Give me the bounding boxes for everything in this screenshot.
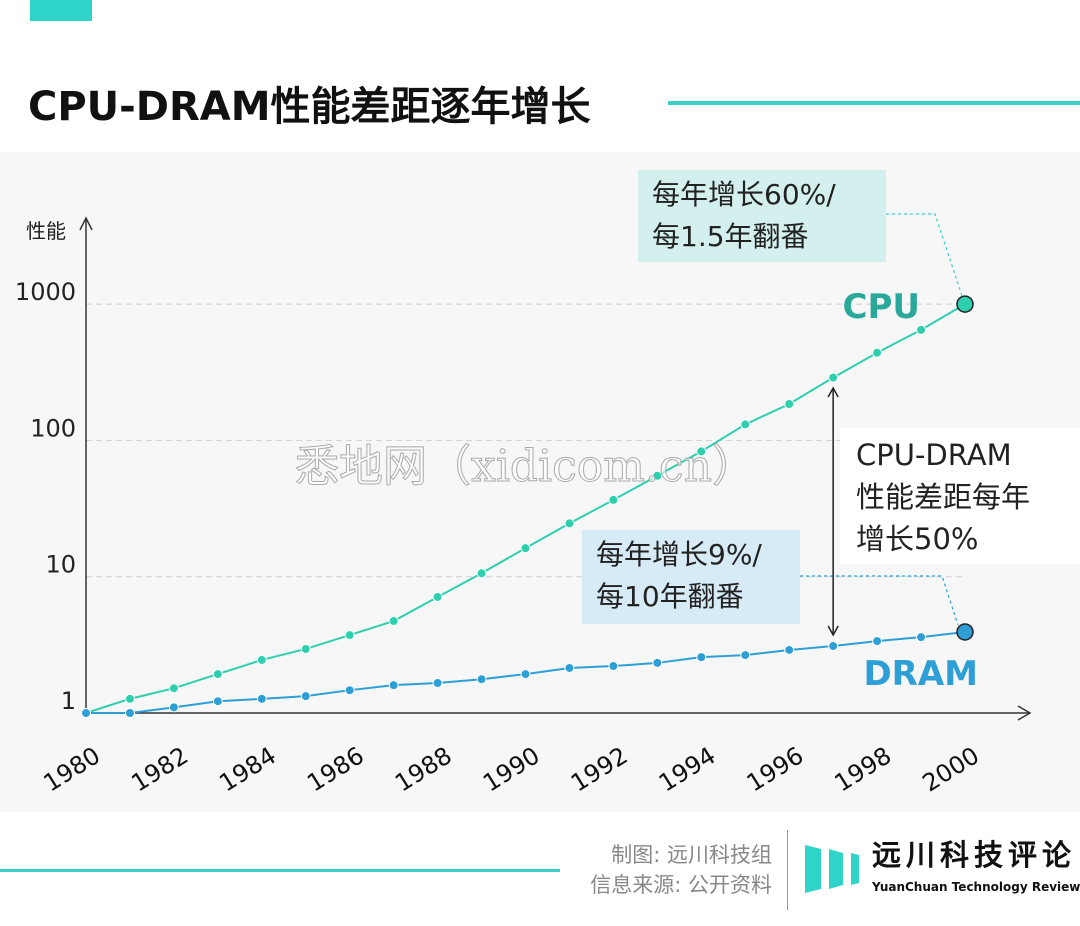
y-tick-label: 1	[61, 687, 76, 715]
data-point-cpu	[476, 568, 487, 579]
data-point-cpu	[956, 295, 974, 313]
accent-bar	[30, 0, 92, 21]
gap-note: CPU-DRAM 性能差距每年 增长50%	[840, 428, 1080, 564]
data-point-cpu	[124, 693, 135, 704]
data-point-dram	[388, 680, 399, 691]
x-tick-label: 1998	[830, 741, 897, 797]
data-point-cpu	[564, 518, 575, 529]
data-point-cpu	[608, 494, 619, 505]
y-tick-label: 10	[45, 551, 76, 579]
x-tick-label: 1988	[390, 741, 457, 797]
dram-note-line: 每年增长9%/	[596, 538, 762, 571]
data-point-dram	[956, 623, 974, 641]
cpu-growth-note: 每年增长60%/ 每1.5年翻番	[638, 170, 886, 262]
gap-note-line: 增长50%	[856, 522, 979, 556]
data-point-cpu	[256, 654, 267, 665]
x-tick-label: 1990	[478, 741, 545, 797]
series-label-cpu: CPU	[843, 287, 920, 327]
arrow-up-icon	[827, 386, 839, 398]
data-point-cpu	[828, 372, 839, 383]
arrow-down-icon	[827, 625, 839, 637]
gap-note-line: CPU-DRAM	[856, 438, 1012, 472]
data-point-cpu	[652, 470, 663, 481]
data-point-dram	[476, 674, 487, 685]
cpu-note-line: 每年增长60%/	[652, 178, 836, 211]
x-tick-label: 1996	[742, 741, 809, 797]
data-point-cpu	[300, 643, 311, 654]
data-point-dram	[828, 641, 839, 652]
x-tick-label: 1986	[302, 741, 369, 797]
data-point-cpu	[740, 419, 751, 430]
data-point-cpu	[784, 398, 795, 409]
data-point-dram	[344, 685, 355, 696]
data-point-cpu	[344, 630, 355, 641]
data-point-dram	[256, 693, 267, 704]
data-point-cpu	[520, 543, 531, 554]
data-point-cpu	[872, 347, 883, 358]
data-point-dram	[916, 632, 927, 643]
footer-rule	[0, 869, 560, 872]
footer-divider	[787, 830, 788, 910]
logo-text-cn: 远川科技评论	[872, 838, 1077, 872]
data-point-dram	[520, 669, 531, 680]
data-point-cpu	[388, 616, 399, 627]
logo-mark-icon	[805, 845, 859, 893]
data-point-cpu	[432, 591, 443, 602]
title-rule	[668, 101, 1080, 105]
dram-growth-note: 每年增长9%/ 每10年翻番	[582, 530, 800, 624]
y-axis-arrow-icon	[79, 216, 93, 231]
cpu-leader-line	[886, 213, 963, 297]
data-point-dram	[81, 708, 91, 718]
data-point-dram	[608, 661, 619, 672]
data-point-dram	[696, 652, 707, 663]
x-tick-label: 1980	[39, 741, 106, 797]
data-point-dram	[740, 650, 751, 661]
data-point-cpu	[212, 669, 223, 680]
data-point-dram	[212, 696, 223, 707]
data-point-cpu	[168, 683, 179, 694]
credit-source: 信息来源: 公开资料	[590, 873, 772, 897]
data-point-dram	[432, 677, 443, 688]
data-point-dram	[124, 708, 135, 718]
y-axis-label: 性能	[26, 219, 66, 243]
data-point-dram	[652, 657, 663, 668]
x-tick-label: 1984	[214, 741, 281, 797]
gap-note-line: 性能差距每年	[856, 480, 1031, 514]
y-tick-label: 100	[30, 414, 76, 442]
x-tick-label: 1994	[654, 741, 721, 797]
data-point-dram	[784, 644, 795, 655]
data-point-dram	[168, 702, 179, 713]
dram-leader-line	[800, 575, 959, 626]
data-point-dram	[564, 662, 575, 673]
x-axis-arrow-icon	[1017, 705, 1032, 721]
data-point-dram	[872, 636, 883, 647]
cpu-note-line: 每1.5年翻番	[652, 220, 809, 253]
data-point-dram	[300, 691, 311, 702]
series-label-dram: DRAM	[863, 654, 978, 694]
data-point-cpu	[696, 446, 707, 457]
dram-note-line: 每10年翻番	[596, 580, 744, 613]
credit-chart: 制图: 远川科技组	[611, 843, 772, 867]
x-tick-label: 1992	[566, 741, 633, 797]
data-point-cpu	[916, 324, 927, 335]
watermark: 悉地网（xidicom.cn）	[295, 441, 757, 493]
x-tick-label: 2000	[918, 741, 985, 797]
y-tick-label: 1000	[15, 278, 76, 306]
page-title: CPU-DRAM性能差距逐年增长	[28, 84, 591, 130]
logo-text-en: YuanChuan Technology Review	[872, 880, 1080, 894]
x-tick-label: 1982	[126, 741, 193, 797]
